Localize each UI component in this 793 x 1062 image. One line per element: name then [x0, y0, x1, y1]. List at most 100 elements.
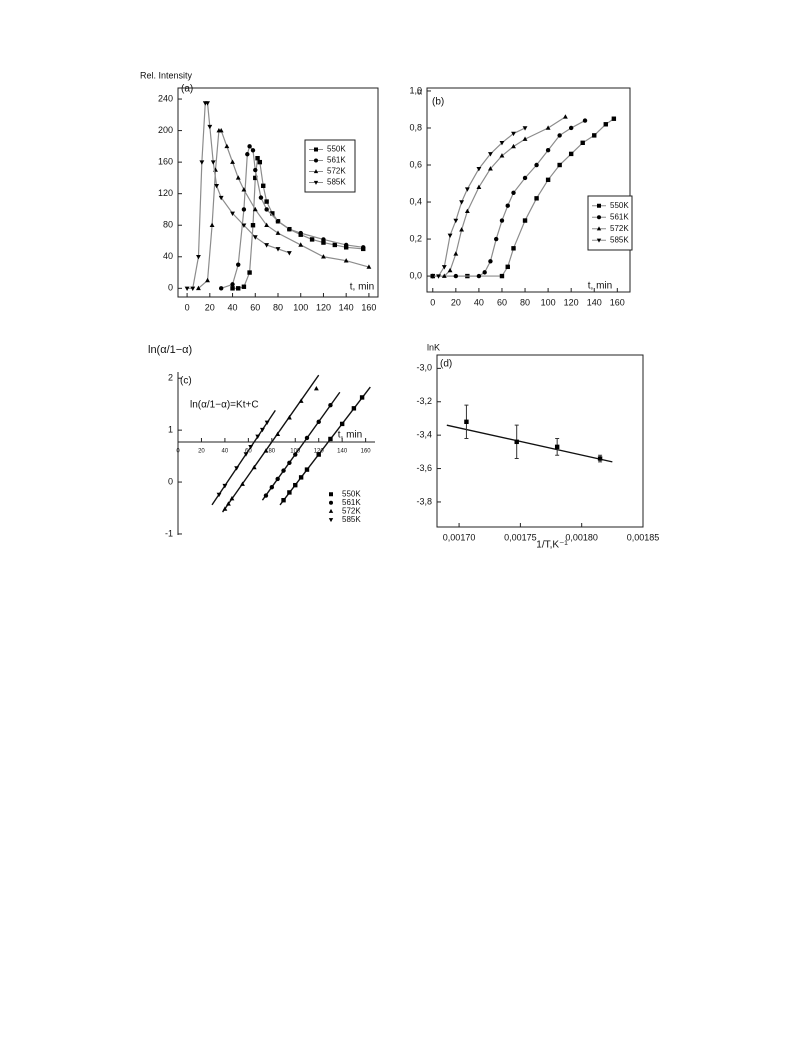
data-point — [499, 218, 505, 223]
data-point — [597, 456, 603, 461]
data-point — [263, 448, 269, 453]
legend-marker — [597, 203, 601, 208]
data-point — [562, 114, 568, 119]
data-point — [453, 218, 459, 224]
data-point — [261, 183, 266, 188]
legend-label: 550K — [327, 145, 346, 154]
legend-marker — [329, 492, 333, 497]
legend-marker — [329, 500, 333, 505]
data-point — [264, 207, 269, 212]
legend-label: 550K — [342, 489, 361, 498]
data-point — [436, 274, 441, 279]
data-point — [298, 475, 304, 480]
data-point — [258, 195, 264, 200]
data-point — [286, 251, 292, 256]
data-point — [441, 273, 447, 278]
x-tick-label: 0 — [185, 302, 190, 312]
x-tick-label: 80 — [520, 297, 530, 307]
data-point — [241, 223, 247, 228]
data-point — [270, 211, 275, 216]
data-point — [263, 493, 269, 498]
data-point — [328, 403, 333, 408]
panel-label: (c) — [180, 376, 192, 387]
x-axis-label: 1/T,K⁻¹ — [536, 540, 568, 551]
data-point — [447, 233, 453, 238]
data-point — [580, 140, 585, 145]
y-tick-label: 0,4 — [409, 196, 422, 206]
data-point — [534, 196, 539, 201]
data-point — [241, 187, 247, 192]
data-point — [611, 116, 617, 121]
data-point — [230, 211, 235, 217]
data-point — [499, 141, 505, 146]
data-point — [430, 274, 436, 279]
data-point — [464, 187, 470, 192]
x-tick-label: 0,00175 — [504, 532, 537, 542]
data-point — [199, 160, 205, 165]
legend-box — [587, 195, 633, 251]
data-point — [534, 162, 539, 168]
data-point — [252, 206, 258, 212]
x-axis-label: t, min — [338, 430, 362, 441]
panel-label: (a) — [181, 84, 193, 95]
x-tick-label: 0 — [430, 297, 435, 307]
data-point — [218, 286, 224, 291]
data-point — [351, 406, 357, 411]
data-point — [328, 436, 333, 442]
data-point — [447, 267, 453, 273]
data-point — [298, 398, 304, 403]
x-tick-label: 20 — [205, 302, 215, 312]
x-axis-label: t, min — [350, 282, 374, 293]
data-point — [184, 286, 190, 291]
data-point — [250, 223, 256, 228]
y-tick-label: 160 — [158, 157, 173, 167]
data-point — [298, 230, 303, 236]
data-point — [281, 468, 286, 473]
x-axis-label: t, min — [588, 281, 612, 292]
y-tick-label: 0,8 — [409, 122, 422, 132]
data-point — [359, 395, 365, 400]
data-point — [304, 435, 310, 441]
data-point — [522, 175, 528, 181]
data-point — [298, 242, 304, 247]
data-point — [286, 415, 292, 420]
panel-label: (d) — [440, 359, 452, 370]
data-point — [293, 482, 298, 488]
x-tick-label: 0 — [176, 449, 180, 455]
data-point — [511, 143, 516, 149]
fit-line — [261, 391, 341, 501]
y-tick-label: 200 — [158, 125, 173, 135]
x-tick-label: 20 — [451, 297, 461, 307]
data-point — [247, 144, 252, 149]
x-tick-label: 40 — [228, 302, 238, 312]
data-point — [592, 133, 597, 138]
x-tick-label: 160 — [361, 449, 372, 455]
data-point — [287, 226, 292, 232]
data-point — [313, 385, 319, 391]
data-point — [207, 124, 213, 130]
legend-label: 585K — [342, 515, 361, 524]
data-point — [236, 286, 241, 291]
data-point — [321, 254, 326, 259]
data-point — [287, 460, 292, 466]
data-point — [247, 270, 252, 275]
data-point — [275, 247, 281, 252]
y-tick-label: -3,8 — [416, 496, 432, 506]
x-tick-label: 40 — [222, 449, 229, 455]
data-point — [216, 492, 222, 498]
data-point — [557, 133, 562, 138]
data-point — [250, 148, 256, 153]
y-tick-label: -1 — [165, 528, 173, 538]
data-point — [222, 483, 228, 489]
data-point — [545, 147, 551, 153]
x-tick-label: 60 — [497, 297, 507, 307]
annotation: ln(α/1−α)=Kt+C — [190, 400, 259, 411]
x-tick-label: 0,00180 — [565, 532, 598, 542]
panel-label: (b) — [432, 97, 444, 108]
data-point — [453, 273, 459, 279]
data-point — [499, 273, 505, 279]
x-tick-label: 100 — [541, 297, 556, 307]
y-axis-label: lnK — [427, 342, 440, 352]
data-point — [260, 427, 265, 433]
